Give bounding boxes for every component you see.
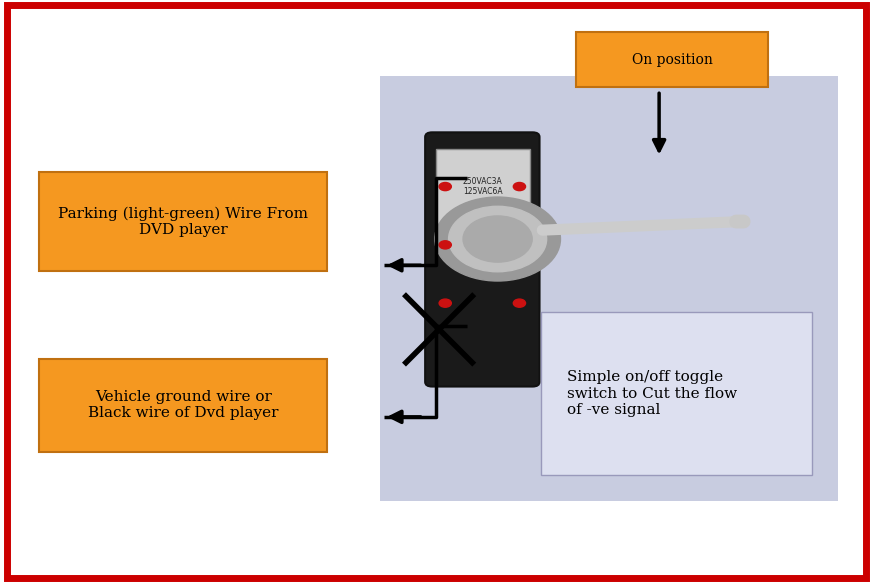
FancyBboxPatch shape	[436, 149, 530, 224]
Text: Parking (light-green) Wire From
DVD player: Parking (light-green) Wire From DVD play…	[58, 206, 308, 237]
Circle shape	[439, 299, 451, 307]
Circle shape	[435, 197, 560, 281]
Circle shape	[513, 241, 526, 249]
FancyBboxPatch shape	[380, 76, 838, 501]
Circle shape	[513, 182, 526, 191]
FancyBboxPatch shape	[425, 132, 540, 387]
Circle shape	[449, 206, 546, 272]
Circle shape	[439, 241, 451, 249]
Circle shape	[463, 216, 533, 262]
FancyBboxPatch shape	[576, 32, 768, 87]
Text: Vehicle ground wire or
Black wire of Dvd player: Vehicle ground wire or Black wire of Dvd…	[88, 390, 278, 420]
Circle shape	[439, 182, 451, 191]
Text: On position: On position	[632, 52, 712, 67]
Circle shape	[513, 299, 526, 307]
FancyBboxPatch shape	[39, 359, 327, 452]
FancyBboxPatch shape	[39, 172, 327, 271]
FancyBboxPatch shape	[541, 312, 812, 475]
Text: 250VAC3A
125VAC6A: 250VAC3A 125VAC6A	[463, 177, 503, 196]
Text: Simple on/off toggle
switch to Cut the flow
of -ve signal: Simple on/off toggle switch to Cut the f…	[567, 370, 738, 417]
